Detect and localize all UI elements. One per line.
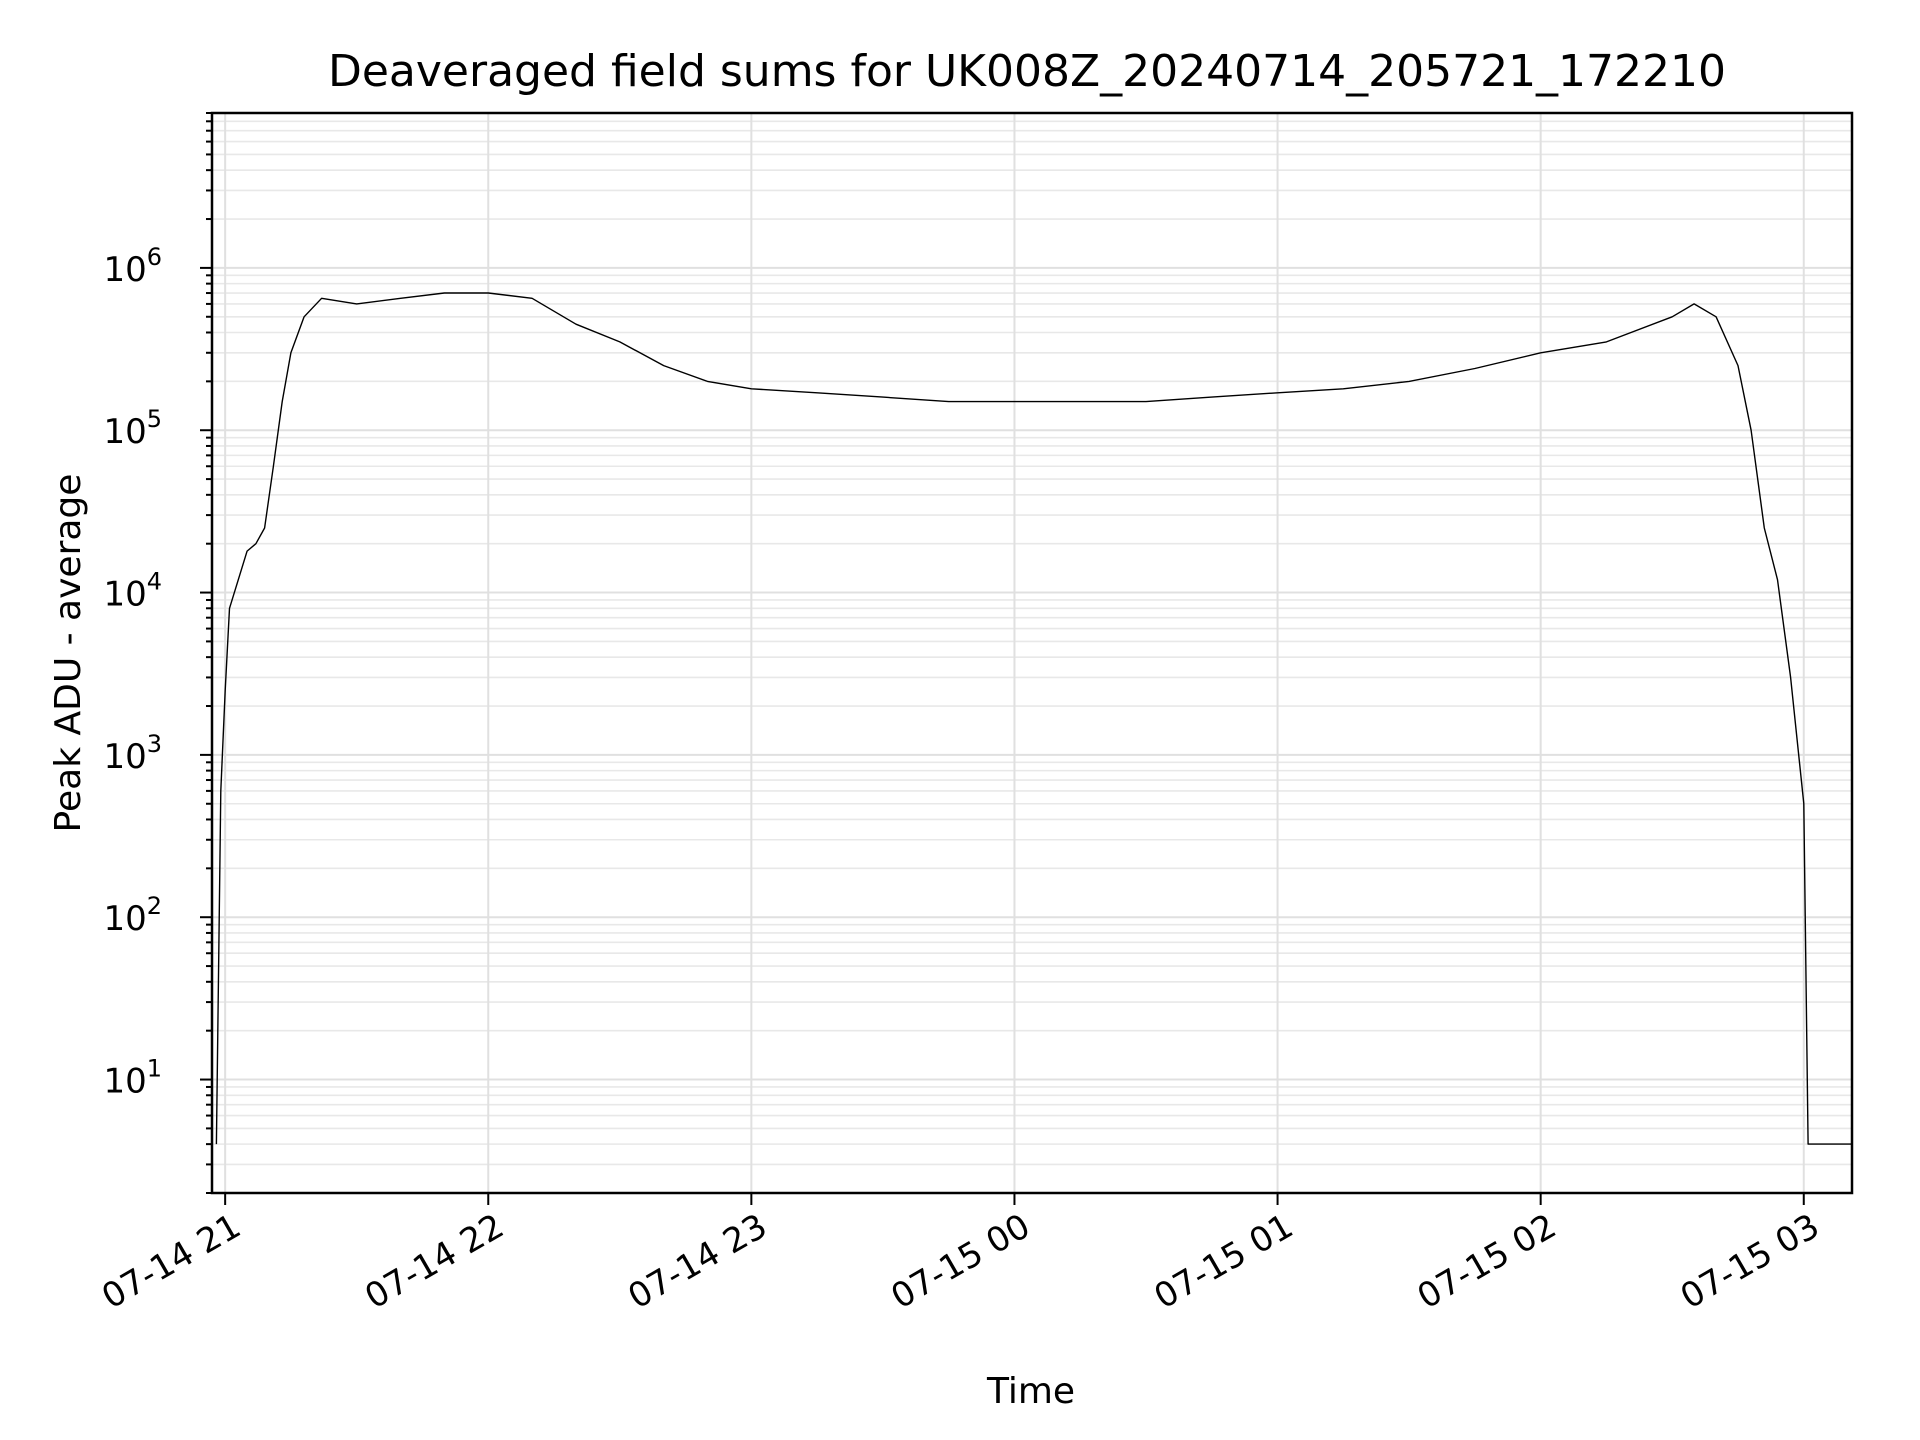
series-line <box>215 292 1852 1145</box>
plot-area <box>215 292 1852 1145</box>
x-tick-label: 07-15 01 <box>1148 1206 1300 1317</box>
y-tick-label-base: 10 <box>103 737 146 777</box>
y-tick-label-base: 10 <box>103 1062 146 1102</box>
y-tick-label-base: 10 <box>103 899 146 939</box>
y-tick-label-exponent: 4 <box>147 568 162 596</box>
plot-frame <box>210 111 1854 1195</box>
x-axis-label: Time <box>986 1371 1075 1412</box>
y-tick-label: 102 <box>103 892 162 939</box>
y-tick-label: 101 <box>103 1055 162 1102</box>
y-tick-label: 103 <box>103 730 162 777</box>
x-tick-label: 07-15 00 <box>885 1206 1037 1317</box>
y-axis-label: Peak ADU - average <box>48 474 89 833</box>
x-tick-label: 07-15 02 <box>1411 1206 1563 1317</box>
y-tick-label-base: 10 <box>103 250 146 290</box>
y-tick-label-base: 10 <box>103 412 146 452</box>
chart-title: Deaveraged field sums for UK008Z_2024071… <box>328 46 1726 97</box>
y-tick-label-exponent: 2 <box>147 892 162 920</box>
y-tick-label-base: 10 <box>103 575 146 615</box>
y-tick-label: 105 <box>103 405 162 452</box>
x-tick-label: 07-14 22 <box>358 1206 510 1317</box>
y-tick-label-exponent: 6 <box>147 243 162 271</box>
y-tick-label: 104 <box>103 568 162 615</box>
x-tick-label: 07-15 03 <box>1674 1206 1826 1317</box>
y-tick-label: 106 <box>103 243 162 290</box>
x-tick-label: 07-14 21 <box>95 1206 247 1317</box>
x-tick-label: 07-14 23 <box>621 1206 773 1317</box>
grid <box>212 112 1852 1194</box>
y-tick-label-exponent: 1 <box>147 1055 162 1083</box>
y-tick-label-exponent: 3 <box>147 730 162 758</box>
y-tick-label-exponent: 5 <box>147 405 162 433</box>
